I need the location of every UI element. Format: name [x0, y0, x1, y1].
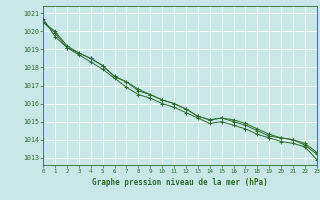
X-axis label: Graphe pression niveau de la mer (hPa): Graphe pression niveau de la mer (hPa): [92, 178, 268, 187]
